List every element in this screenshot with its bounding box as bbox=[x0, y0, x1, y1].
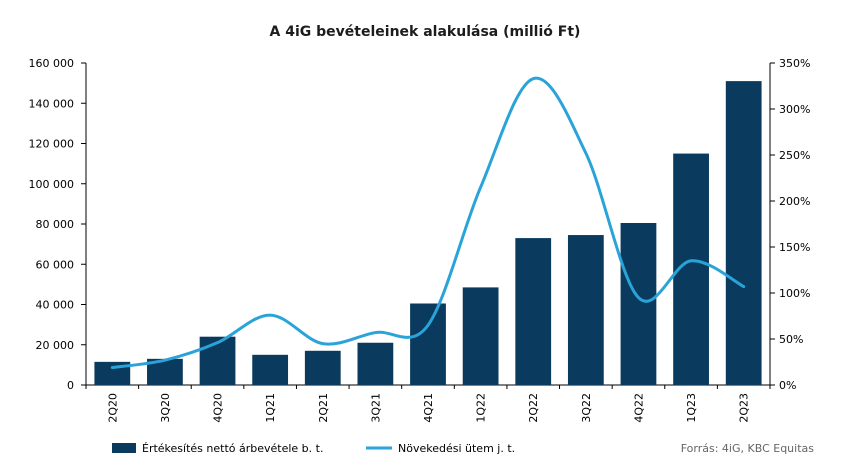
x-tick-label: 1Q22 bbox=[475, 393, 488, 423]
bar bbox=[620, 222, 657, 385]
growth-point bbox=[374, 332, 376, 334]
x-tick-label: 1Q21 bbox=[264, 393, 277, 423]
left-axis: 0 20 000 40 000 60 000 80 000 100 000 120 000 1… bbox=[29, 57, 86, 392]
right-tick-label: 300% bbox=[779, 103, 810, 116]
right-tick-label: 100% bbox=[779, 287, 810, 300]
source-label: Forrás: 4iG, KBC Equitas bbox=[681, 442, 815, 455]
growth-point bbox=[690, 260, 692, 262]
left-tick-label: 20 000 bbox=[36, 339, 75, 352]
growth-line bbox=[110, 76, 746, 370]
left-tick-label: 120 000 bbox=[29, 138, 75, 151]
legend: Értékesítés nettó árbevétele b. t. Növek… bbox=[112, 442, 814, 455]
bar bbox=[462, 287, 499, 385]
growth-point bbox=[532, 78, 534, 80]
left-tick-label: 140 000 bbox=[29, 97, 75, 110]
growth-point bbox=[269, 314, 271, 316]
bar bbox=[567, 235, 604, 385]
legend-line-label: Növekedési ütem j. t. bbox=[398, 442, 515, 455]
growth-point bbox=[637, 297, 639, 299]
right-tick-label: 50% bbox=[779, 333, 803, 346]
bar bbox=[357, 342, 394, 385]
growth-point bbox=[427, 324, 429, 326]
left-tick-label: 60 000 bbox=[36, 258, 75, 271]
legend-bar-label: Értékesítés nettó árbevétele b. t. bbox=[142, 442, 323, 455]
growth-point bbox=[164, 359, 166, 361]
x-tick-label: 2Q21 bbox=[317, 393, 330, 423]
left-tick-label: 100 000 bbox=[29, 178, 75, 191]
bar bbox=[725, 81, 762, 386]
legend-bar-swatch bbox=[112, 443, 136, 453]
bar bbox=[410, 303, 446, 385]
x-tick-label: 4Q22 bbox=[632, 393, 645, 423]
x-tick-label: 2Q23 bbox=[738, 393, 751, 423]
x-tick-label: 4Q20 bbox=[212, 393, 225, 423]
x-tick-label: 2Q20 bbox=[106, 393, 119, 423]
growth-point bbox=[743, 286, 745, 288]
growth-point bbox=[111, 367, 113, 369]
bar bbox=[199, 336, 236, 385]
right-tick-label: 200% bbox=[779, 195, 810, 208]
growth-point bbox=[217, 342, 219, 344]
bar bbox=[304, 350, 341, 385]
bar-series bbox=[94, 81, 762, 386]
right-tick-label: 0% bbox=[779, 379, 796, 392]
left-tick-label: 160 000 bbox=[29, 57, 75, 70]
growth-point bbox=[585, 152, 587, 154]
x-axis: 2Q20 3Q20 4Q20 1Q21 2Q21 3Q21 4Q21 1Q22 2Q22 3Q22… bbox=[85, 385, 771, 423]
line-series bbox=[110, 76, 746, 370]
left-tick-label: 80 000 bbox=[36, 218, 75, 231]
x-tick-label: 4Q21 bbox=[422, 393, 435, 423]
right-tick-label: 250% bbox=[779, 149, 810, 162]
growth-point bbox=[480, 186, 482, 188]
growth-point bbox=[322, 343, 324, 345]
x-tick-label: 3Q22 bbox=[580, 393, 593, 423]
x-tick-label: 3Q20 bbox=[159, 393, 172, 423]
right-tick-label: 350% bbox=[779, 57, 810, 70]
chart-title: A 4iG bevételeinek alakulása (millió Ft) bbox=[269, 24, 581, 40]
left-tick-label: 40 000 bbox=[36, 299, 75, 312]
bar bbox=[515, 238, 552, 385]
bar bbox=[252, 354, 289, 385]
x-tick-label: 1Q23 bbox=[685, 393, 698, 423]
left-tick-label: 0 bbox=[67, 379, 74, 392]
x-tick-label: 3Q21 bbox=[369, 393, 382, 423]
right-axis: 0% 50% 100% 150% 200% 250% 300% 350% bbox=[770, 57, 810, 392]
x-tick-label: 2Q22 bbox=[527, 393, 540, 423]
right-tick-label: 150% bbox=[779, 241, 810, 254]
